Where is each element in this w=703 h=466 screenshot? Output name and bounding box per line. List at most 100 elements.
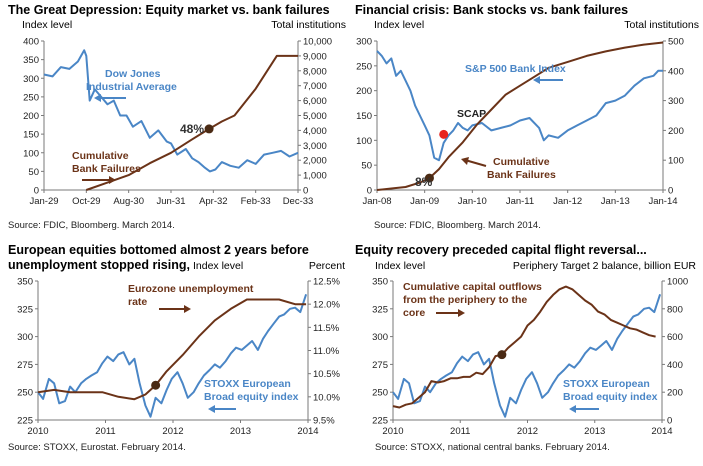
left-tick-label: 325 <box>372 304 388 315</box>
label-cumulative: Cumulative <box>493 156 550 168</box>
label-outflows-2: from the periphery to the <box>403 294 527 306</box>
label-scap: SCAP <box>457 108 486 120</box>
right-tick-label: 200 <box>667 388 683 399</box>
right-tick-label: 12.5% <box>313 277 340 288</box>
x-tick-label: Oct-29 <box>72 196 101 207</box>
label-unemployment-1: Eurozone unemployment <box>128 283 254 295</box>
left-tick-label: 50 <box>361 161 372 172</box>
right-axis-unit: Percent <box>309 260 345 272</box>
left-tick-label: 350 <box>372 277 388 288</box>
right-tick-label: 400 <box>668 66 684 77</box>
left-tick-label: 300 <box>17 332 33 343</box>
arrowhead-stoxx <box>569 405 576 413</box>
x-tick-label: 2011 <box>95 426 115 437</box>
source-note: Source: STOXX, national central banks. F… <box>375 442 610 453</box>
panel-european-equities: European equities bottomed almost 2 year… <box>0 233 350 466</box>
right-tick-label: 300 <box>668 96 684 107</box>
left-tick-label: 400 <box>23 37 39 48</box>
left-tick-label: 150 <box>23 130 39 141</box>
chart-financial-crisis: Financial crisis: Bank stocks vs. bank f… <box>355 3 699 231</box>
left-tick-label: 250 <box>23 92 39 103</box>
left-tick-label: 325 <box>17 304 33 315</box>
x-tick-label: Apr-32 <box>199 196 228 207</box>
left-tick-label: 200 <box>356 86 372 97</box>
right-tick-label: 2,000 <box>303 156 327 167</box>
label-dow-jones-1: Dow Jones <box>105 68 161 80</box>
series-line-right <box>37 298 307 401</box>
label-unemployment-2: rate <box>128 296 147 308</box>
label-bank-failures: Bank Failures <box>72 163 141 175</box>
label-stoxx-2: Broad equity index <box>204 391 299 403</box>
chart-european-equities: European equities bottomed almost 2 year… <box>8 243 345 453</box>
highlight-point <box>497 350 507 360</box>
x-tick-label: 2013 <box>230 426 251 437</box>
x-tick-label: Jan-09 <box>410 196 439 207</box>
left-axis-unit: Index level <box>375 260 425 272</box>
left-tick-label: 50 <box>28 167 39 178</box>
right-tick-label: 7,000 <box>303 81 327 92</box>
left-tick-label: 225 <box>372 416 388 427</box>
right-tick-label: 600 <box>667 332 683 343</box>
x-tick-label: Aug-30 <box>113 196 144 207</box>
chart-title-line2: unemployment stopped rising, <box>8 258 190 272</box>
left-tick-label: 275 <box>372 360 388 371</box>
left-tick-label: 300 <box>23 74 39 85</box>
right-axis-unit: Periphery Target 2 balance, billion EUR <box>513 260 696 272</box>
chart-title: The Great Depression: Equity market vs. … <box>8 3 330 17</box>
right-tick-label: 800 <box>667 304 683 315</box>
right-tick-label: 0 <box>667 416 672 427</box>
left-tick-label: 0 <box>367 186 372 197</box>
right-tick-label: 11.0% <box>313 346 340 357</box>
chart-title: Financial crisis: Bank stocks vs. bank f… <box>355 3 628 17</box>
label-stoxx-1: STOXX European <box>204 378 291 390</box>
x-tick-label: Jan-14 <box>648 196 677 207</box>
x-tick-label: 2010 <box>382 426 403 437</box>
right-tick-label: 0 <box>668 186 673 197</box>
x-tick-label: Jan-10 <box>458 196 487 207</box>
right-tick-label: 1000 <box>667 277 688 288</box>
label-sp500-bank: S&P 500 Bank Index <box>465 63 566 75</box>
x-tick-label: 2014 <box>297 426 318 437</box>
plot-area: 225 250 275 300 325 350 9.5% 10.0% 10.5% 11.0% 11.… <box>17 277 340 438</box>
highlight-point <box>151 380 161 390</box>
right-tick-label: 6,000 <box>303 96 327 107</box>
label-48-percent: 48% <box>180 122 204 136</box>
x-tick-label: Jan-08 <box>362 196 391 207</box>
left-axis-unit: Index level <box>193 260 243 272</box>
x-tick-label: Jan-29 <box>29 196 58 207</box>
highlight-point <box>204 124 214 134</box>
x-tick-label: 2010 <box>27 426 48 437</box>
series-line-right <box>85 54 298 191</box>
scap-point <box>439 129 449 139</box>
left-tick-label: 275 <box>17 360 33 371</box>
arrowhead-bank-failures <box>109 176 116 184</box>
x-tick-label: 2012 <box>517 426 538 437</box>
left-tick-label: 250 <box>372 388 388 399</box>
series-line-left <box>43 49 299 173</box>
series-line-right <box>392 285 656 409</box>
left-tick-label: 350 <box>23 55 39 66</box>
x-tick-label: Dec-33 <box>283 196 314 207</box>
right-tick-label: 500 <box>668 37 684 48</box>
right-tick-label: 10,000 <box>303 37 332 48</box>
right-tick-label: 400 <box>667 360 683 371</box>
left-tick-label: 100 <box>23 148 39 159</box>
right-tick-label: 9,000 <box>303 51 327 62</box>
x-tick-label: 2011 <box>450 426 470 437</box>
chart-title-line1: European equities bottomed almost 2 year… <box>8 243 309 257</box>
x-tick-label: Jun-31 <box>156 196 185 207</box>
label-stoxx-2: Broad equity index <box>563 391 658 403</box>
x-tick-label: Jan-12 <box>553 196 582 207</box>
source-note: Source: STOXX, Eurostat. February 2014. <box>8 442 186 453</box>
highlight-point <box>424 173 434 183</box>
arrowhead-outflows <box>458 309 465 317</box>
right-axis-unit: Total institutions <box>624 19 699 31</box>
arrowhead-stoxx <box>208 405 215 413</box>
left-tick-label: 150 <box>356 111 372 122</box>
series-line-left <box>376 50 663 162</box>
chart-title: Equity recovery preceded capital flight … <box>355 243 647 257</box>
x-tick-label: Jan-13 <box>601 196 630 207</box>
right-tick-label: 200 <box>668 126 684 137</box>
right-tick-label: 8,000 <box>303 66 327 77</box>
left-tick-label: 200 <box>23 111 39 122</box>
